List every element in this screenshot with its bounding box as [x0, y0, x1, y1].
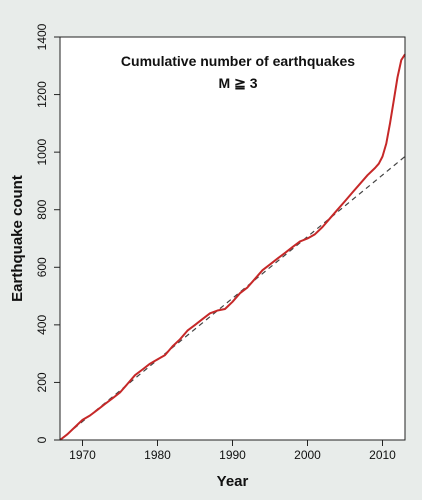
y-tick-label: 800 [35, 199, 49, 219]
series-layer [59, 53, 406, 441]
y-tick-label: 0 [35, 436, 49, 443]
plot-border [59, 36, 406, 441]
trend-line-dashed [59, 156, 406, 441]
y-axis-label: Earthquake count [9, 175, 26, 302]
x-tick-label: 1970 [69, 448, 96, 462]
chart-title: Cumulative number of earthquakes [121, 53, 355, 69]
y-axis: 0 200 400 600 800 1000 1200 1400 [35, 23, 60, 443]
x-axis-label: Year [217, 473, 249, 490]
y-tick-label: 1200 [35, 81, 49, 108]
x-tick-label: 2000 [294, 448, 321, 462]
y-tick-label: 400 [35, 315, 49, 335]
plot-area [60, 37, 405, 440]
y-tick-label: 1000 [35, 138, 49, 165]
x-tick-label: 2010 [369, 448, 396, 462]
y-tick-label: 1400 [35, 23, 49, 50]
cumulative-count-line [59, 53, 406, 441]
x-axis: 1970 1980 1990 2000 2010 [69, 440, 396, 462]
x-tick-label: 1980 [144, 448, 171, 462]
y-tick-label: 200 [35, 372, 49, 392]
chart-subtitle: M ≧ 3 [219, 75, 258, 91]
y-tick-label: 600 [35, 257, 49, 277]
x-tick-label: 1990 [219, 448, 246, 462]
